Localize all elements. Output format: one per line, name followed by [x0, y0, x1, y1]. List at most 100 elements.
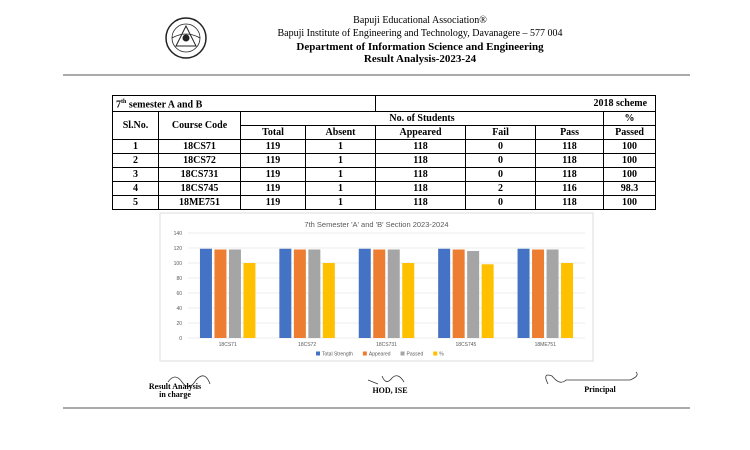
data-cell: 0: [465, 195, 537, 211]
data-cell: 2: [465, 181, 537, 197]
x-tick-label: 18CS72: [298, 342, 316, 348]
header-cell: %: [603, 111, 657, 127]
legend-swatch: [400, 351, 405, 356]
data-cell: 116: [535, 181, 605, 197]
scheme: 2018 scheme: [375, 94, 657, 113]
bar: [373, 249, 386, 338]
y-tick-label: 140: [174, 231, 183, 237]
data-cell: 18CS745: [158, 181, 241, 197]
data-cell: 2: [112, 153, 159, 169]
semester-number: 7: [116, 99, 121, 111]
legend-swatch: [362, 351, 367, 356]
data-cell: 1: [304, 139, 377, 155]
bar: [214, 249, 227, 338]
bar: [532, 249, 545, 338]
x-tick-label: 18CS731: [376, 342, 397, 348]
header-cell: Absent: [304, 125, 377, 141]
data-row: 4 18CS745 119 1 118 2 116 98.3: [112, 181, 657, 197]
data-cell: 119: [240, 139, 306, 155]
x-tick-label: 18CS71: [219, 342, 237, 348]
bar: [279, 248, 292, 338]
data-cell: 118: [375, 139, 467, 155]
data-cell: 1: [304, 167, 377, 183]
bar: [438, 248, 451, 338]
signature-line: Result Analysis: [148, 382, 202, 391]
y-tick-label: 60: [176, 291, 182, 297]
signature-line: in charge: [159, 390, 191, 399]
data-cell: 119: [240, 153, 306, 169]
data-row: 1 18CS71 119 1 118 0 118 100: [112, 139, 657, 155]
semester-suffix: th: [121, 99, 127, 105]
signature-label: HOD, ISE: [372, 386, 408, 395]
data-cell: 0: [465, 153, 537, 169]
data-cell: 1: [304, 195, 377, 211]
header-cell: Sl.No.: [112, 111, 159, 141]
bar: [402, 263, 415, 338]
legend-label: Total Strength: [322, 351, 353, 357]
y-tick-label: 20: [176, 321, 182, 327]
data-cell: 118: [375, 181, 467, 197]
data-cell: 119: [240, 195, 306, 211]
legend-swatch: [433, 351, 438, 356]
x-tick-label: 18ME751: [535, 342, 557, 348]
bar: [199, 248, 212, 338]
header-cell: Passed: [603, 125, 657, 141]
data-cell: 118: [375, 195, 467, 211]
data-cell: 100: [603, 139, 657, 155]
y-tick-label: 100: [174, 261, 183, 267]
logo: [165, 17, 207, 59]
data-cell: 118: [535, 167, 605, 183]
data-row: 2 18CS72 119 1 118 0 118 100: [112, 153, 657, 169]
data-row: 5 18ME751 119 1 118 0 118 100: [112, 195, 657, 211]
data-cell: 5: [112, 195, 159, 211]
data-cell: 98.3: [603, 181, 657, 197]
semester-text: semester A and B: [128, 99, 203, 111]
signature-scribble: [367, 375, 405, 385]
header-cell: Course Code: [158, 111, 241, 141]
data-cell: 18CS731: [158, 167, 241, 183]
data-cell: 118: [535, 153, 605, 169]
data-cell: 118: [535, 139, 605, 155]
header-cell: Pass: [535, 125, 605, 141]
data-cell: 119: [240, 167, 306, 183]
bar: [481, 264, 494, 338]
data-row: 3 18CS731 119 1 118 0 118 100: [112, 167, 657, 183]
y-tick-label: 120: [174, 246, 183, 252]
bar: [546, 249, 559, 338]
semester-cell: 7th semester A and B: [111, 94, 377, 113]
y-tick-label: 40: [176, 306, 182, 312]
legend-label: %: [439, 351, 444, 357]
data-cell: 0: [465, 139, 537, 155]
caption-row: 7th semester A and B 2018 scheme: [111, 94, 657, 113]
bar: [358, 248, 371, 338]
chart: 7th Semester 'A' and 'B' Section 2023-20…: [174, 220, 585, 357]
data-cell: 100: [603, 153, 657, 169]
bar: [561, 263, 574, 338]
bar: [387, 249, 400, 338]
header-row: Sl.No. Course Code No. of Students %: [112, 111, 657, 141]
header-cell: Total: [240, 125, 306, 141]
header-row: Total Absent Appeared Fail Pass Passed: [113, 125, 657, 141]
report-title: Result Analysis-2023-24: [363, 53, 477, 65]
data-cell: 18CS71: [158, 139, 241, 155]
chart-title: 7th Semester 'A' and 'B' Section 2023-20…: [304, 220, 448, 229]
data-cell: 0: [465, 167, 537, 183]
signature-label: Result Analysis in charge: [140, 383, 210, 399]
data-cell: 100: [603, 195, 657, 211]
legend-swatch: [316, 351, 320, 356]
header-cell: Appeared: [375, 125, 467, 141]
legend-label: Passed: [407, 351, 424, 357]
data-cell: 1: [304, 153, 377, 169]
data-cell: 118: [375, 167, 467, 183]
bar: [517, 248, 530, 338]
legend-label: Appeared: [369, 351, 391, 357]
bar: [467, 251, 480, 338]
data-cell: 1: [304, 181, 377, 197]
x-tick-label: 18CS745: [455, 342, 476, 348]
data-cell: 4: [112, 181, 159, 197]
data-cell: 1: [112, 139, 159, 155]
bar: [293, 249, 306, 338]
